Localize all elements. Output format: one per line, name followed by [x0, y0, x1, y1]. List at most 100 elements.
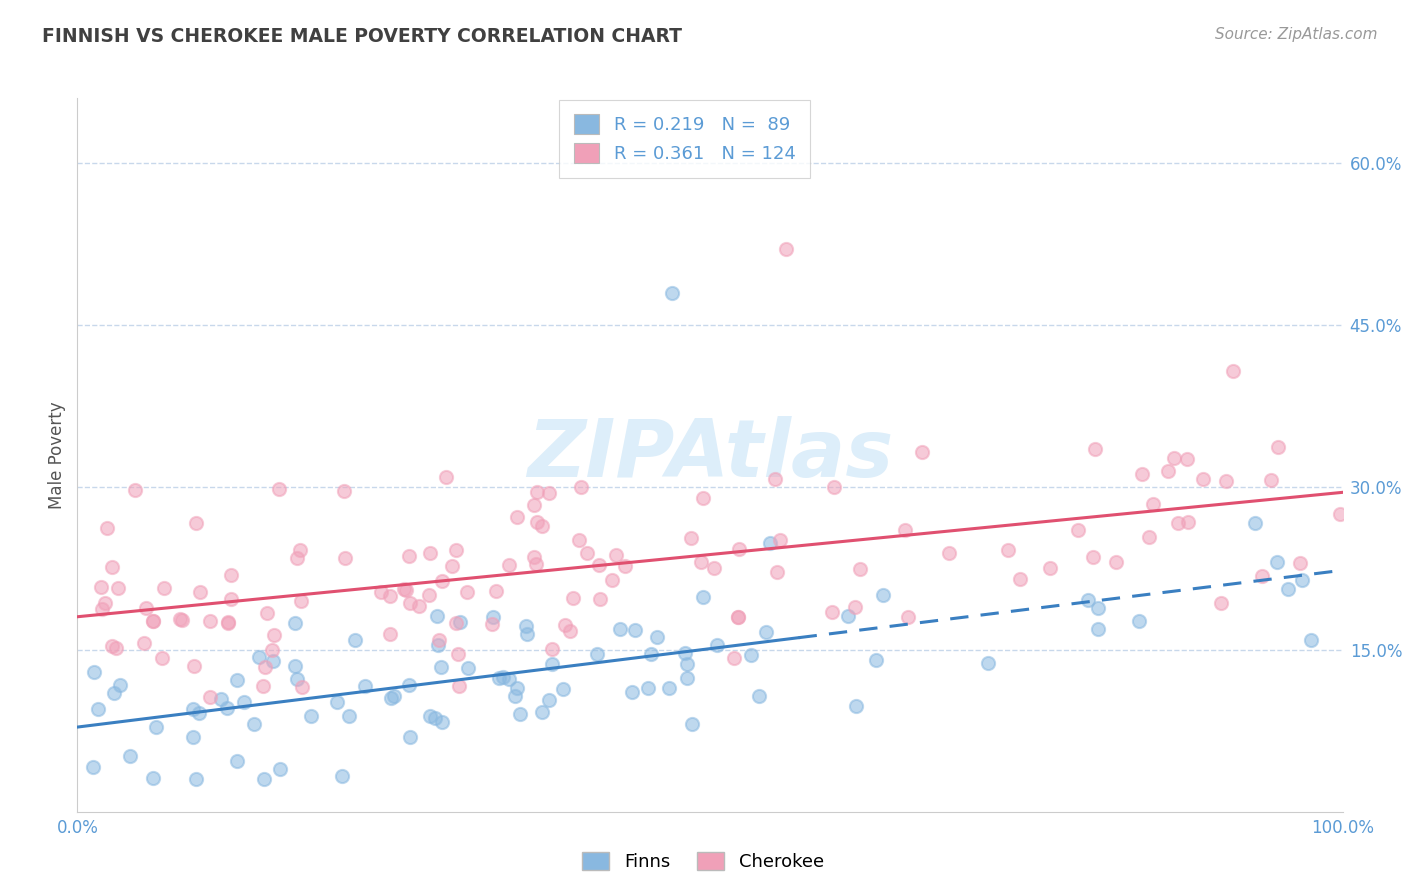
Point	[1167, 516, 1189, 531]
Point	[441, 558, 464, 573]
Point	[150, 651, 173, 665]
Point	[447, 648, 470, 662]
Point	[658, 681, 681, 695]
Point	[380, 690, 402, 705]
Point	[537, 693, 560, 707]
Point	[865, 653, 887, 667]
Point	[419, 546, 441, 560]
Point	[427, 639, 450, 653]
Point	[676, 657, 699, 672]
Point	[516, 627, 538, 641]
Point	[1177, 515, 1199, 529]
Point	[252, 679, 274, 693]
Point	[1329, 508, 1351, 522]
Point	[253, 772, 276, 787]
Point	[382, 690, 405, 704]
Point	[503, 690, 526, 704]
Point	[623, 624, 645, 638]
Point	[605, 549, 627, 563]
Point	[1142, 497, 1164, 511]
Point	[1087, 623, 1109, 637]
Point	[1084, 442, 1107, 456]
Point	[938, 546, 960, 560]
Point	[823, 480, 845, 494]
Point	[107, 582, 129, 596]
Point	[198, 614, 221, 628]
Point	[370, 584, 392, 599]
Point	[481, 617, 503, 632]
Point	[398, 731, 420, 745]
Point	[537, 486, 560, 500]
Point	[225, 754, 247, 768]
Point	[844, 600, 866, 615]
Point	[447, 680, 470, 694]
Point	[262, 642, 284, 657]
Legend: R = 0.219   N =  89, R = 0.361   N = 124: R = 0.219 N = 89, R = 0.361 N = 124	[560, 100, 810, 178]
Point	[434, 470, 457, 484]
Point	[1267, 440, 1289, 454]
Text: ZIPAtlas: ZIPAtlas	[527, 416, 893, 494]
Point	[728, 541, 751, 556]
Point	[568, 533, 591, 547]
Point	[1251, 569, 1274, 583]
Point	[449, 615, 471, 629]
Point	[1156, 464, 1178, 478]
Point	[444, 542, 467, 557]
Point	[560, 624, 582, 638]
Point	[430, 715, 453, 730]
Point	[398, 549, 420, 563]
Point	[506, 510, 529, 524]
Point	[333, 483, 356, 498]
Point	[498, 672, 520, 686]
Point	[526, 515, 548, 529]
Text: FINNISH VS CHEROKEE MALE POVERTY CORRELATION CHART: FINNISH VS CHEROKEE MALE POVERTY CORRELA…	[42, 27, 682, 45]
Point	[408, 599, 430, 614]
Point	[849, 562, 872, 576]
Point	[602, 573, 624, 587]
Point	[740, 648, 762, 662]
Point	[530, 518, 553, 533]
Point	[141, 771, 163, 785]
Point	[83, 665, 105, 680]
Point	[1081, 549, 1104, 564]
Point	[748, 690, 770, 704]
Point	[132, 636, 155, 650]
Point	[588, 558, 610, 573]
Point	[82, 760, 104, 774]
Point	[120, 748, 142, 763]
Point	[333, 550, 356, 565]
Point	[217, 615, 239, 629]
Point	[523, 498, 546, 512]
Point	[576, 546, 599, 560]
Point	[1277, 582, 1299, 597]
Point	[427, 632, 450, 647]
Point	[217, 615, 239, 630]
Point	[226, 673, 249, 687]
Point	[1175, 451, 1198, 466]
Point	[645, 630, 668, 644]
Point	[188, 706, 211, 721]
Point	[482, 610, 505, 624]
Point	[703, 560, 725, 574]
Point	[1289, 556, 1312, 570]
Point	[561, 591, 583, 605]
Point	[253, 660, 276, 674]
Point	[284, 658, 307, 673]
Point	[291, 680, 314, 694]
Point	[523, 549, 546, 564]
Point	[692, 491, 714, 505]
Point	[378, 627, 401, 641]
Point	[692, 591, 714, 605]
Point	[673, 646, 696, 660]
Point	[1211, 596, 1233, 610]
Point	[775, 243, 797, 257]
Point	[763, 472, 786, 486]
Point	[354, 679, 377, 693]
Point	[727, 610, 749, 624]
Legend: Finns, Cherokee: Finns, Cherokee	[575, 845, 831, 879]
Point	[211, 692, 233, 706]
Point	[755, 624, 778, 639]
Point	[541, 641, 564, 656]
Point	[96, 521, 118, 535]
Point	[103, 686, 125, 700]
